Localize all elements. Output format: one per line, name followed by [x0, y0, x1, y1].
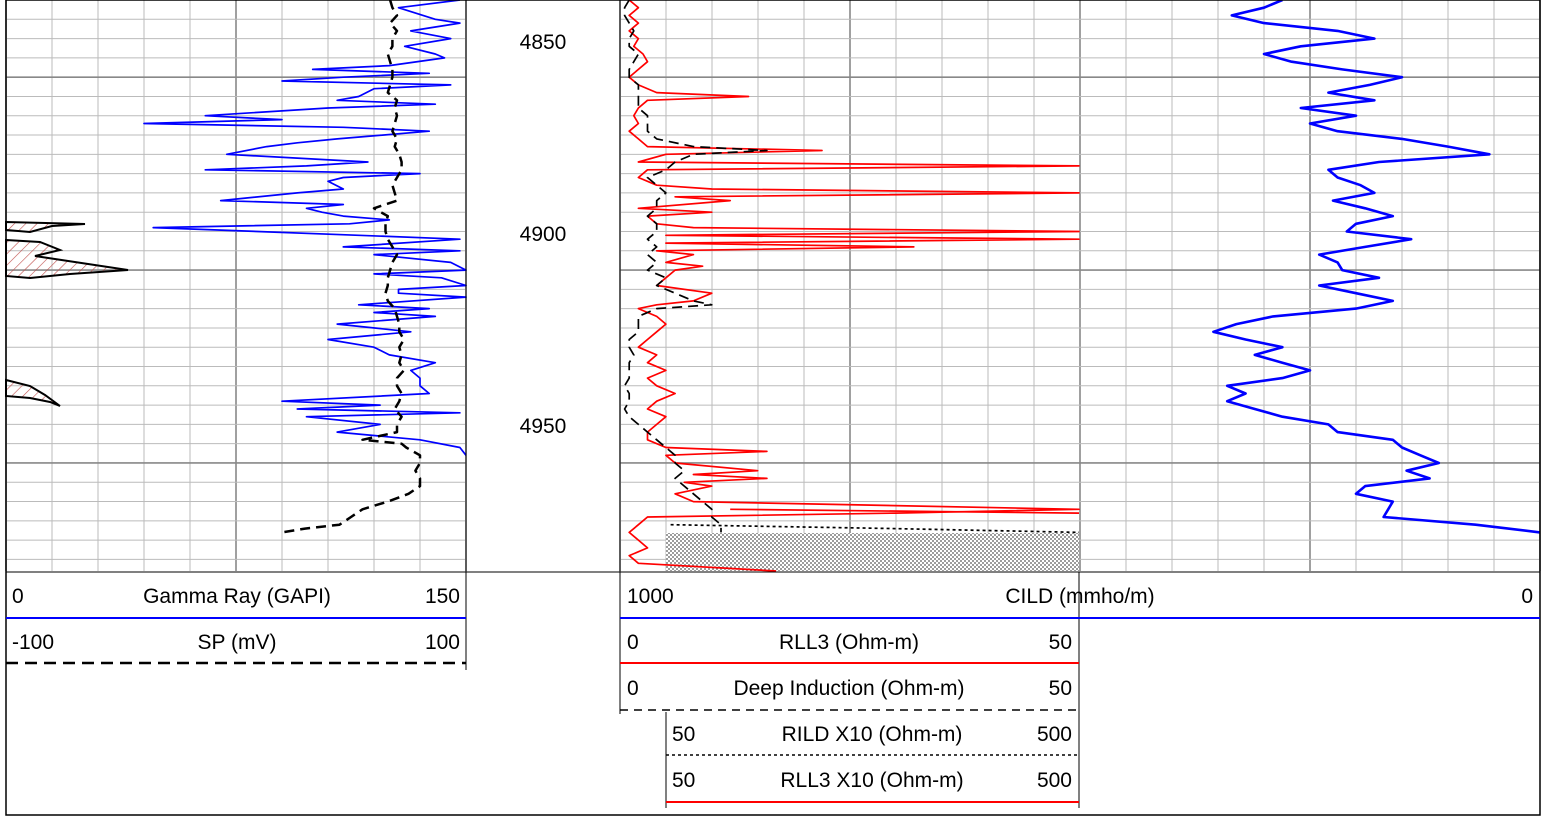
resistivity-shaded-zone: [666, 533, 1079, 571]
rll3-label: RLL3 (Ohm-m): [779, 631, 919, 654]
rll3-max: 50: [1049, 631, 1072, 654]
rll3-min: 0: [627, 631, 639, 654]
gamma-ray-label: Gamma Ray (GAPI): [143, 585, 331, 608]
curve-sp-mv: [281, 0, 422, 534]
resistivity-header: 1000 CILD (mmho/m) 0 0 RLL3 (Ohm-m) 50 0…: [619, 0, 1540, 808]
shale-indicator-flags: [5, 220, 129, 407]
cild-max: 0: [1521, 585, 1533, 608]
gamma-sp-track-grid: [5, 0, 467, 571]
depth-label: 4850: [520, 31, 567, 54]
deep-induction-min: 0: [627, 677, 639, 700]
curve-deep-induction-ohm-m: [623, 0, 768, 533]
sp-label: SP (mV): [198, 631, 277, 654]
gamma-sp-header: 0 Gamma Ray (GAPI) 150 -100 SP (mV) 100: [6, 0, 1540, 670]
cild-min: 1000: [627, 585, 674, 608]
curve-cild-mmho-m: [1212, 0, 1541, 534]
rild-x10-min: 50: [672, 723, 695, 746]
rild-x10-label: RILD X10 (Ohm-m): [782, 723, 963, 746]
depth-label: 4900: [520, 223, 567, 246]
log-curves: [143, 0, 1541, 572]
curve-gamma-ray-gapi: [143, 0, 467, 456]
curve-rild-x10-ohm-m: [670, 523, 1080, 534]
rild-x10-max: 500: [1037, 723, 1072, 746]
sp-max: 100: [425, 631, 460, 654]
curve-rll3-ohm-m: [628, 0, 1080, 572]
chart-frame: [5, 0, 1541, 816]
cild-label: CILD (mmho/m): [1005, 585, 1154, 608]
rll3-x10-min: 50: [672, 769, 695, 792]
depth-label: 4950: [520, 415, 567, 438]
gamma-ray-min: 0: [12, 585, 24, 608]
resistivity-track-grid: [619, 0, 1541, 571]
rll3-x10-max: 500: [1037, 769, 1072, 792]
deep-induction-label: Deep Induction (Ohm-m): [733, 677, 964, 700]
sp-min: -100: [12, 631, 54, 654]
rll3-x10-label: RLL3 X10 (Ohm-m): [780, 769, 963, 792]
deep-induction-max: 50: [1049, 677, 1072, 700]
gamma-ray-max: 150: [425, 585, 460, 608]
curve-rll3-x10-ohm-m: [730, 508, 1080, 514]
